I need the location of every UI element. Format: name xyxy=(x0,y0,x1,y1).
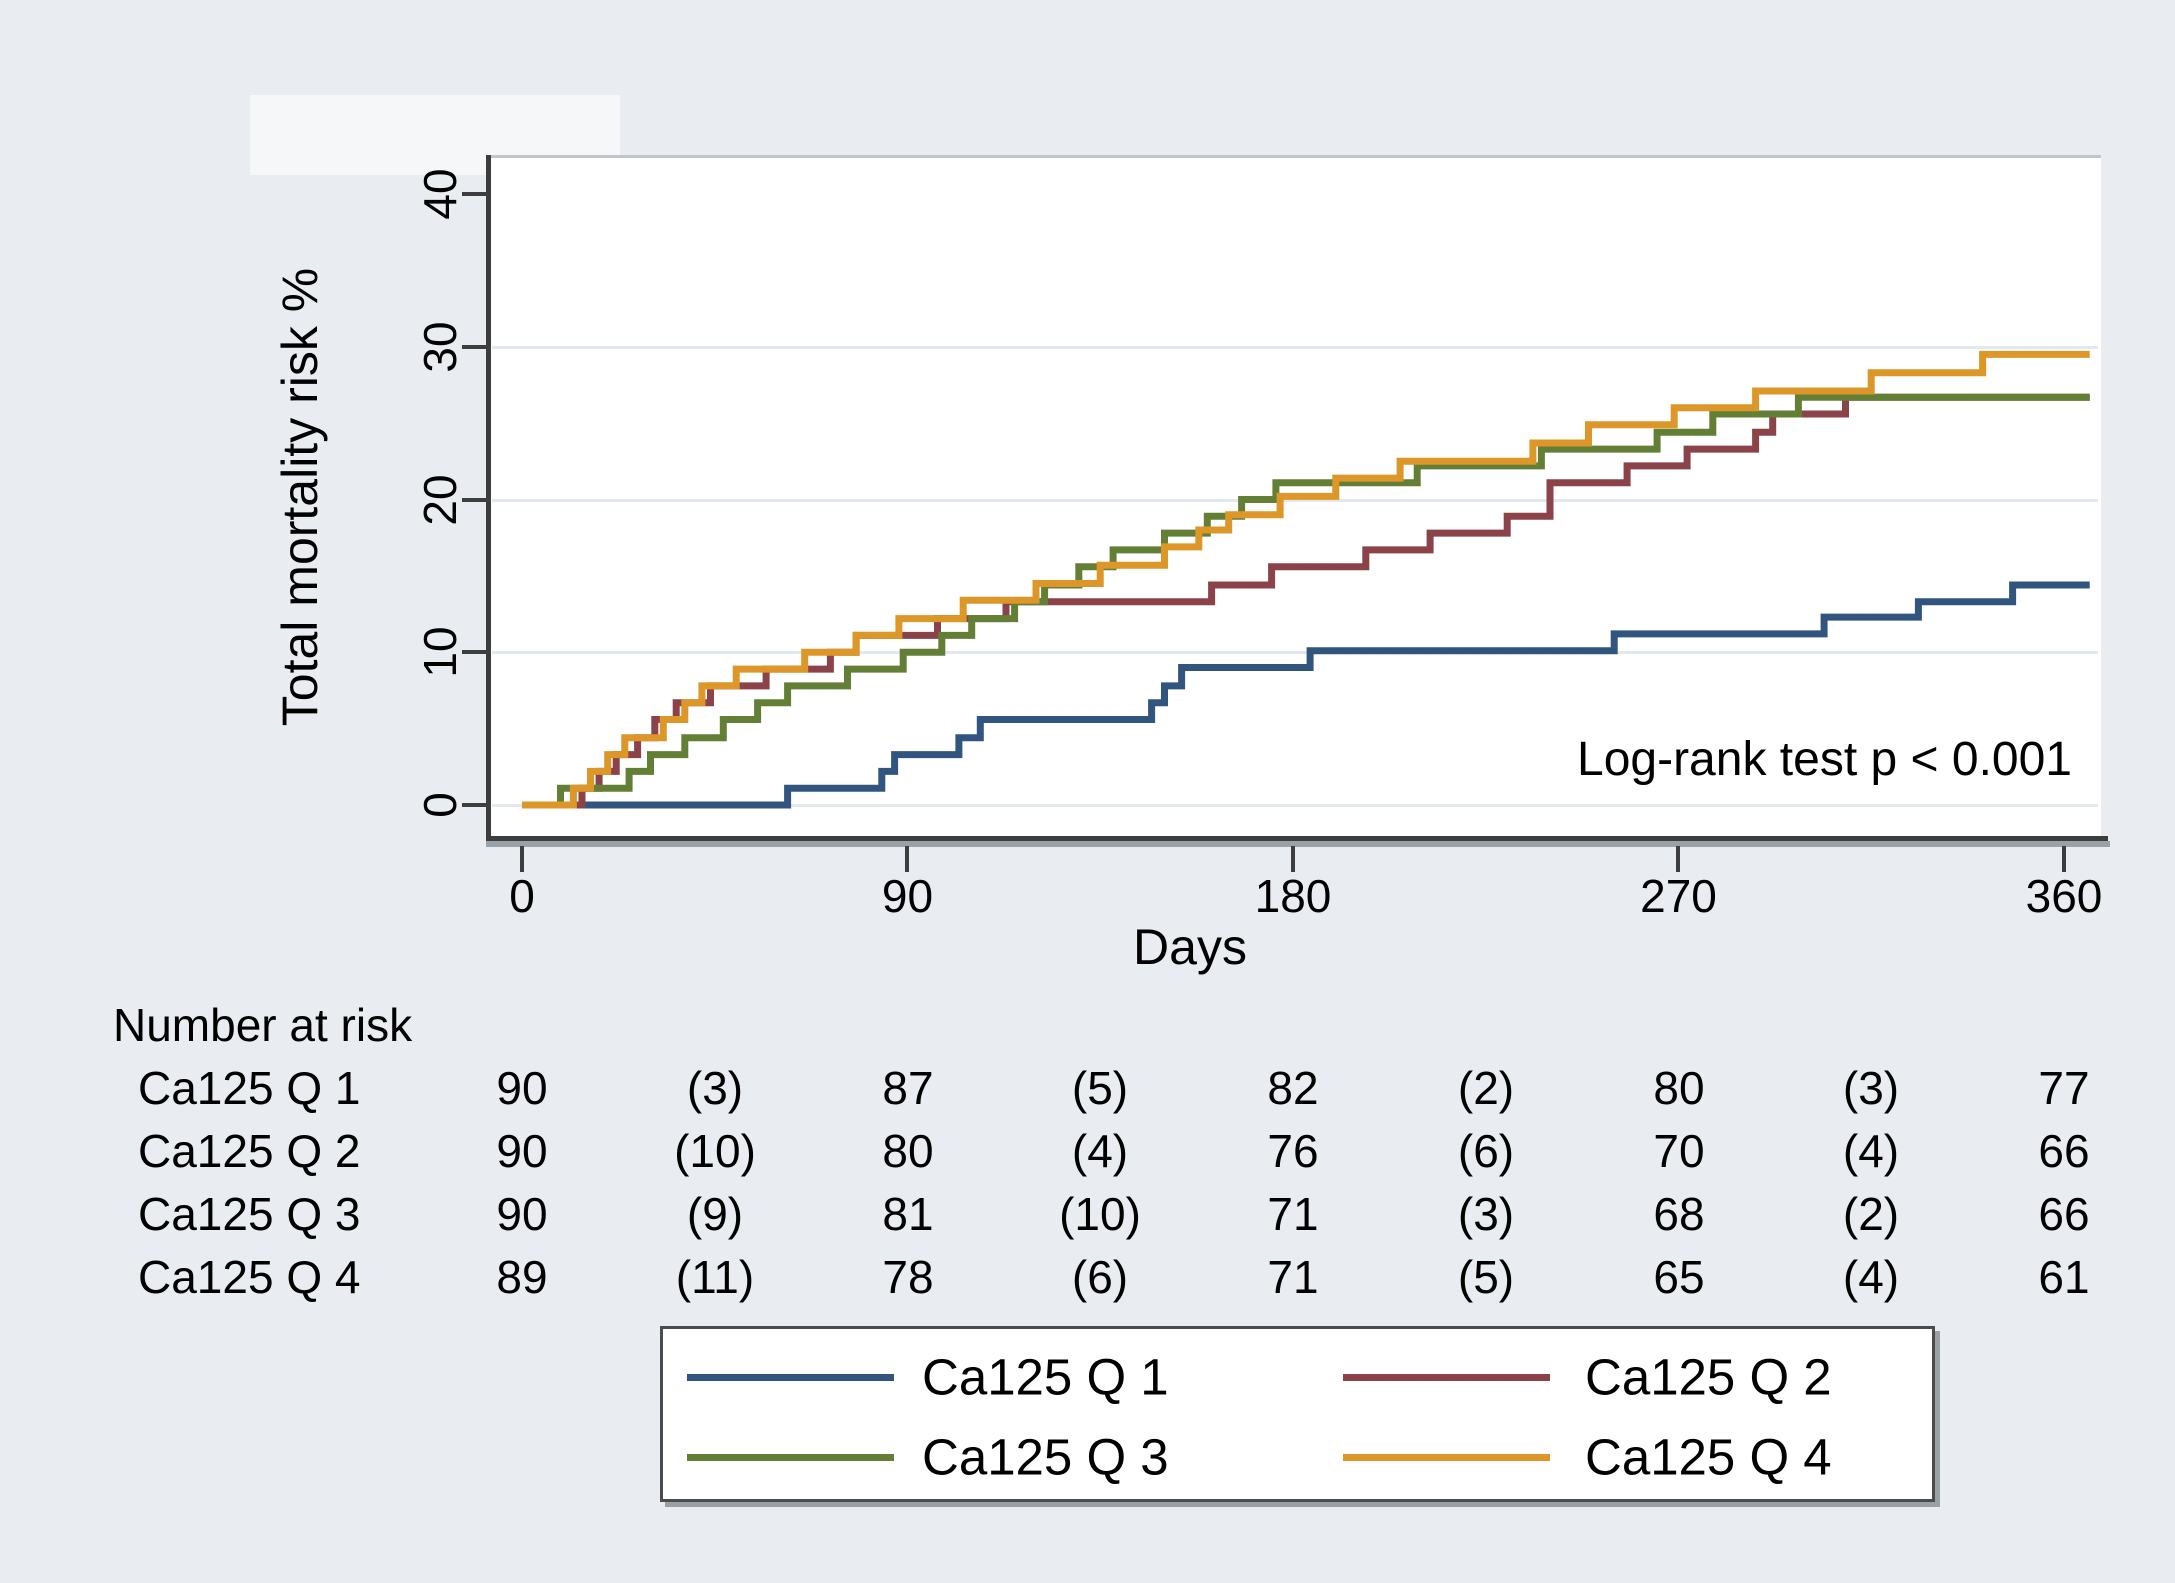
risk-value-r1-c9: 77 xyxy=(2038,1062,2090,1114)
risk-value-r2-c7: 70 xyxy=(1653,1125,1705,1177)
y-tick-10 xyxy=(462,650,488,655)
risk-value-r4-c3: 78 xyxy=(882,1251,934,1303)
y-axis-title: Total mortality risk % xyxy=(272,267,328,727)
x-axis-title: Days xyxy=(1133,919,1247,975)
legend-label-Ca125-Q-1: Ca125 Q 1 xyxy=(922,1348,1169,1406)
risk-row-label-2: Ca125 Q 2 xyxy=(138,1125,361,1177)
x-tick-0 xyxy=(520,846,524,872)
risk-value-r3-c4: (10) xyxy=(1059,1188,1141,1240)
risk-value-r1-c7: 80 xyxy=(1653,1062,1705,1114)
risk-value-r1-c6: (2) xyxy=(1457,1062,1515,1114)
risk-value-r2-c9: 66 xyxy=(2038,1125,2090,1177)
risk-value-r1-c8: (3) xyxy=(1842,1062,1900,1114)
risk-value-r4-c2: (11) xyxy=(675,1251,755,1303)
y-tick-30 xyxy=(462,344,488,349)
risk-value-r2-c1: 90 xyxy=(496,1125,548,1177)
risk-value-r4-c7: 65 xyxy=(1653,1251,1705,1303)
legend-label-Ca125-Q-2: Ca125 Q 2 xyxy=(1585,1348,1832,1406)
risk-value-r1-c4: (5) xyxy=(1071,1062,1129,1114)
risk-value-r3-c5: 71 xyxy=(1267,1188,1319,1240)
x-tick-360 xyxy=(2061,846,2066,872)
x-tick-90 xyxy=(905,846,910,872)
y-tick-label-30: 30 xyxy=(414,321,466,373)
risk-value-r2-c5: 76 xyxy=(1267,1125,1319,1177)
legend-box: Ca125 Q 1 Ca125 Q 2 Ca125 Q 3 Ca125 Q 4 xyxy=(660,1326,1935,1502)
risk-table-header: Number at risk xyxy=(113,999,413,1051)
y-tick-40 xyxy=(462,192,488,196)
risk-value-r4-c9: 61 xyxy=(2038,1251,2090,1303)
risk-value-r1-c1: 90 xyxy=(496,1062,548,1114)
y-axis-line xyxy=(486,155,491,843)
risk-value-r3-c1: 90 xyxy=(496,1188,548,1240)
risk-value-r1-c3: 87 xyxy=(882,1062,934,1114)
y-tick-label-10: 10 xyxy=(414,626,466,678)
risk-row-label-4: Ca125 Q 4 xyxy=(138,1251,361,1303)
risk-row-label-1: Ca125 Q 1 xyxy=(138,1062,361,1114)
y-tick-label-20: 20 xyxy=(414,473,466,526)
y-tick-label-0: 0 xyxy=(414,792,466,818)
risk-value-r4-c5: 71 xyxy=(1267,1251,1319,1303)
x-tick-label-270: 270 xyxy=(1640,870,1717,922)
gridline-y-30 xyxy=(492,345,2098,349)
risk-value-r3-c2: (9) xyxy=(686,1188,744,1240)
risk-value-r4-c1: 89 xyxy=(496,1251,548,1303)
legend-line-Ca125-Q-3 xyxy=(687,1454,894,1461)
risk-value-r3-c9: 66 xyxy=(2038,1188,2090,1240)
risk-value-r3-c3: 81 xyxy=(882,1188,934,1240)
x-axis-line xyxy=(486,836,2108,841)
risk-value-r2-c3: 80 xyxy=(882,1125,934,1177)
risk-value-r2-c8: (4) xyxy=(1842,1125,1900,1177)
risk-row-label-3: Ca125 Q 3 xyxy=(138,1188,361,1240)
risk-value-r4-c8: (4) xyxy=(1842,1251,1900,1303)
x-tick-label-0: 0 xyxy=(509,870,535,922)
x-tick-270 xyxy=(1676,846,1681,872)
x-tick-label-360: 360 xyxy=(2025,870,2103,922)
log-rank-annotation: Log-rank test p < 0.001 xyxy=(1577,733,2072,786)
risk-value-r3-c7: 68 xyxy=(1653,1188,1705,1240)
gridline-y-10 xyxy=(492,651,2098,655)
risk-value-r4-c6: (5) xyxy=(1457,1251,1515,1303)
risk-value-r3-c8: (2) xyxy=(1842,1188,1900,1240)
legend-line-Ca125-Q-1 xyxy=(687,1374,894,1381)
risk-value-r4-c4: (6) xyxy=(1071,1251,1129,1303)
gridline-y-20 xyxy=(492,498,2098,502)
x-tick-label-90: 90 xyxy=(881,870,934,922)
x-tick-label-180: 180 xyxy=(1254,870,1332,922)
risk-value-r2-c2: (10) xyxy=(674,1125,756,1177)
risk-value-r1-c2: (3) xyxy=(686,1062,744,1114)
risk-value-r1-c5: 82 xyxy=(1267,1062,1319,1114)
y-tick-20 xyxy=(462,497,488,502)
risk-value-r2-c4: (4) xyxy=(1071,1125,1129,1177)
legend-label-Ca125-Q-3: Ca125 Q 3 xyxy=(922,1428,1169,1486)
x-axis-shadow xyxy=(486,841,2110,847)
y-tick-label-40: 40 xyxy=(414,168,466,220)
legend-line-Ca125-Q-2 xyxy=(1343,1374,1550,1381)
x-tick-180 xyxy=(1290,846,1295,872)
y-tick-0 xyxy=(462,803,488,807)
legend-line-Ca125-Q-4 xyxy=(1343,1454,1550,1461)
risk-value-r3-c6: (3) xyxy=(1457,1188,1515,1240)
gridline-y-0 xyxy=(492,804,2098,807)
risk-value-r2-c6: (6) xyxy=(1457,1125,1515,1177)
legend-label-Ca125-Q-4: Ca125 Q 4 xyxy=(1585,1428,1832,1486)
